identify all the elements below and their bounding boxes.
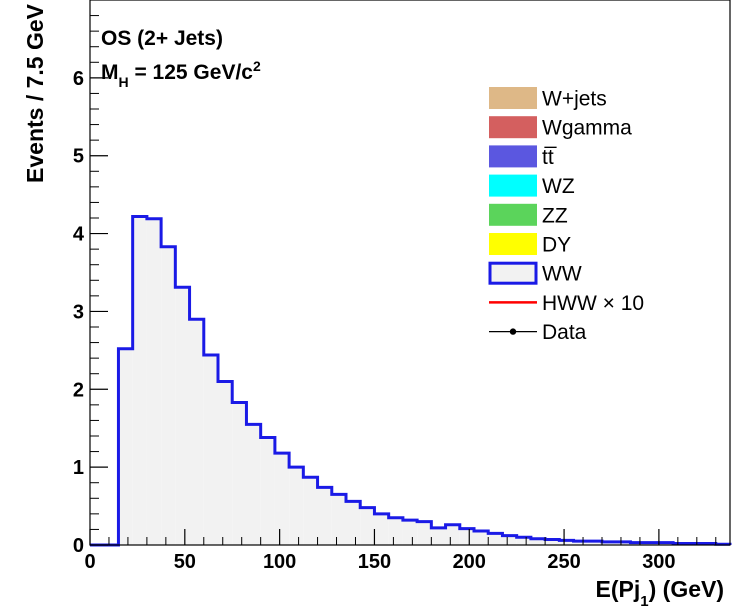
plot-frame [89,0,731,546]
histogram-bin [203,355,218,545]
legend-label: tt̅ [542,146,558,169]
y-tick-label: 6 [73,68,84,90]
histogram-bin [559,540,574,545]
legend-entry: HWW × 10 [489,292,644,315]
legend-entry: Wgamma [489,116,632,140]
legend-label: Wgamma [542,117,632,140]
legend-label: ZZ [542,204,568,227]
x-tick-label: 250 [547,551,580,573]
legend-entry: tt̅ [489,145,558,169]
histogram-bin [289,467,304,545]
legend-label: WZ [542,175,575,198]
histogram-bin [374,513,389,545]
histogram-bin [402,520,418,545]
histogram-bin [360,507,375,545]
histogram-bin [587,541,602,545]
legend-label: WW [542,263,582,286]
higgs-mass-value: = 125 GeV/c [129,61,254,84]
histogram-bars [90,214,732,547]
histogram-bin [602,541,617,545]
legend-marker [509,328,517,335]
x-tick-label: 50 [174,551,196,573]
y-tick-label: 2 [73,379,84,401]
higgs-mass-superscript: 2 [253,58,261,74]
histogram-bin [218,381,233,545]
legend-swatch [489,145,537,168]
legend-entry: WW [488,261,582,286]
higgs-mass-symbol: M [101,61,119,84]
histogram-bin [502,535,517,545]
histogram-bin [417,521,432,545]
histogram-bin [175,287,190,545]
y-tick-label: 4 [73,224,85,246]
x-tick-labels: 0 50 100 150 200 250 300 [84,551,675,573]
histogram-bin [161,246,176,546]
legend-swatch [488,261,538,285]
histogram-bin [616,541,631,545]
legend-swatch [489,116,537,139]
x-axis-title-subscript: 1 [640,593,648,610]
histogram-bin [132,216,147,545]
histogram-bin [274,453,290,545]
legend-swatch [489,174,537,197]
histogram-bin [146,218,162,545]
higgs-mass-subscript: H [119,74,129,90]
legend-swatch [489,233,537,255]
histogram-bin [118,348,133,545]
histogram-bin [516,537,531,545]
y-tick-label: 3 [73,301,84,323]
x-tick-label: 300 [642,551,675,573]
x-axis-title: E(Pj1) (GeV) [596,576,724,610]
x-tick-label: 200 [453,551,486,573]
histogram-bin [232,402,247,545]
histogram-bin [189,319,204,545]
histogram-bin [388,517,403,545]
legend-entry: ZZ [489,203,568,227]
x-tick-label: 150 [358,551,391,573]
histogram-bin [530,538,546,545]
legend-label: DY [542,234,571,257]
histogram-bin [573,541,588,545]
x-tick-label: 100 [263,551,296,573]
histogram-bin [346,501,361,545]
legend-label: W+jets [542,88,607,111]
histogram-bin [459,528,474,545]
x-axis-title-main: E(Pj [596,576,641,602]
y-tick-label: 1 [73,457,84,479]
histogram-bin [545,539,560,545]
y-axis-title: Events / 7.5 GeV [22,3,48,183]
higgs-mass-label: MH = 125 GeV/c2 [101,58,261,90]
legend-entry: Data [489,321,587,344]
y-tick-labels: 0 1 2 3 4 5 6 [73,68,85,557]
x-tick-label: 0 [84,551,95,573]
legend-label: Data [542,321,587,344]
histogram-bin [445,524,460,545]
histogram-bin [331,494,346,545]
legend-entry: DY [489,233,571,257]
histogram-bin [317,487,332,545]
histogram-bin [488,533,503,545]
histogram-bin [260,437,275,545]
legend-swatch [489,203,537,226]
histogram-bin [431,527,446,545]
histogram-bin [303,477,318,545]
histogram-bin [246,424,261,545]
x-axis-title-suffix: ) (GeV) [649,576,724,602]
legend-entry: WZ [489,174,575,198]
legend-label: HWW × 10 [542,292,644,315]
y-tick-label: 5 [73,146,84,168]
legend: W+jets Wgamma tt̅ WZ ZZ DY WW HWW × 10 Data [488,87,644,344]
y-tick-label: 0 [73,535,84,557]
legend-swatch [489,87,537,109]
selection-label: OS (2+ Jets) [101,27,223,50]
legend-entry: W+jets [489,87,607,111]
histogram-bin [474,530,489,545]
